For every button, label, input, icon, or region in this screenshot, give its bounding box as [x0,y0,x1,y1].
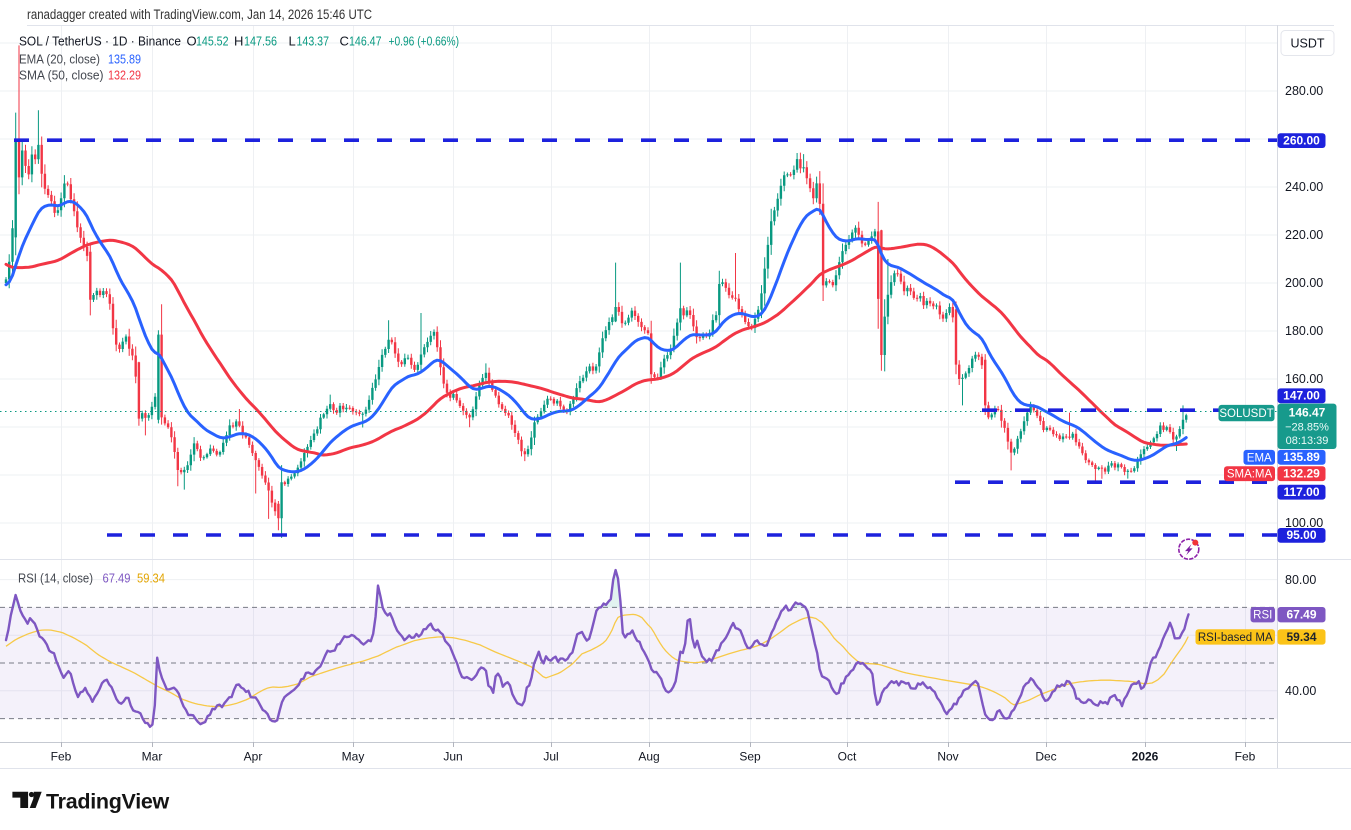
svg-text:Apr: Apr [244,750,263,764]
svg-text:RSI-based MA: RSI-based MA [1198,632,1273,644]
svg-text:Oct: Oct [838,750,857,764]
svg-text:160.00: 160.00 [1285,372,1323,386]
svg-text:L: L [289,34,296,49]
svg-text:EMA: EMA [1247,452,1272,464]
svg-text:−28.85%: −28.85% [1285,422,1329,434]
svg-text:260.00: 260.00 [1283,133,1320,147]
svg-text:C: C [340,34,349,49]
svg-text:59.34: 59.34 [137,571,165,586]
svg-text:SMA (50, close): SMA (50, close) [19,68,104,83]
svg-text:146.47: 146.47 [1289,406,1326,420]
svg-text:Dec: Dec [1035,750,1056,764]
svg-text:RSI: RSI [1253,610,1272,622]
svg-text:EMA (20, close): EMA (20, close) [19,52,100,67]
svg-text:Feb: Feb [51,750,72,764]
svg-text:95.00: 95.00 [1286,528,1316,542]
svg-text:117.00: 117.00 [1283,485,1319,499]
svg-text:H: H [234,34,243,49]
svg-text:SMA:MA: SMA:MA [1227,469,1273,481]
svg-text:100.00: 100.00 [1285,516,1323,530]
svg-text:Mar: Mar [142,750,163,764]
svg-text:132.29: 132.29 [108,68,141,83]
svg-text:180.00: 180.00 [1285,324,1323,338]
svg-text:+0.96 (+0.66%): +0.96 (+0.66%) [389,34,460,49]
svg-text:Sep: Sep [739,750,761,764]
svg-text:Jun: Jun [443,750,462,764]
svg-text:Feb: Feb [1235,750,1256,764]
svg-text:ranadagger created with Tradin: ranadagger created with TradingView.com,… [27,7,372,22]
svg-text:135.89: 135.89 [108,52,141,67]
svg-text:2026: 2026 [1132,750,1159,764]
svg-text:143.37: 143.37 [297,34,330,49]
svg-text:147.00: 147.00 [1283,389,1320,403]
svg-text:SOL / TetherUS · 1D · Binance: SOL / TetherUS · 1D · Binance [19,34,181,49]
svg-text:240.00: 240.00 [1285,180,1323,194]
svg-text:280.00: 280.00 [1285,84,1323,98]
svg-text:59.34: 59.34 [1286,630,1316,644]
svg-text:40.00: 40.00 [1285,684,1316,698]
svg-text:SOLUSDT: SOLUSDT [1219,408,1273,420]
svg-text:08:13:39: 08:13:39 [1286,435,1329,447]
svg-text:May: May [342,750,365,764]
svg-text:TradingView: TradingView [46,790,170,814]
svg-text:O: O [187,34,197,49]
svg-text:RSI (14, close): RSI (14, close) [18,571,93,586]
svg-text:147.56: 147.56 [244,34,277,49]
svg-text:80.00: 80.00 [1285,573,1316,587]
svg-text:146.47: 146.47 [349,34,382,49]
svg-text:220.00: 220.00 [1285,228,1323,242]
svg-text:135.89: 135.89 [1283,450,1320,464]
svg-text:USDT: USDT [1290,37,1324,51]
svg-text:Nov: Nov [937,750,958,764]
svg-text:145.52: 145.52 [196,34,229,49]
svg-text:132.29: 132.29 [1283,467,1320,481]
svg-text:67.49: 67.49 [1286,608,1316,622]
svg-text:Jul: Jul [543,750,558,764]
svg-text:67.49: 67.49 [103,571,131,586]
svg-text:200.00: 200.00 [1285,276,1323,290]
svg-text:Aug: Aug [638,750,659,764]
